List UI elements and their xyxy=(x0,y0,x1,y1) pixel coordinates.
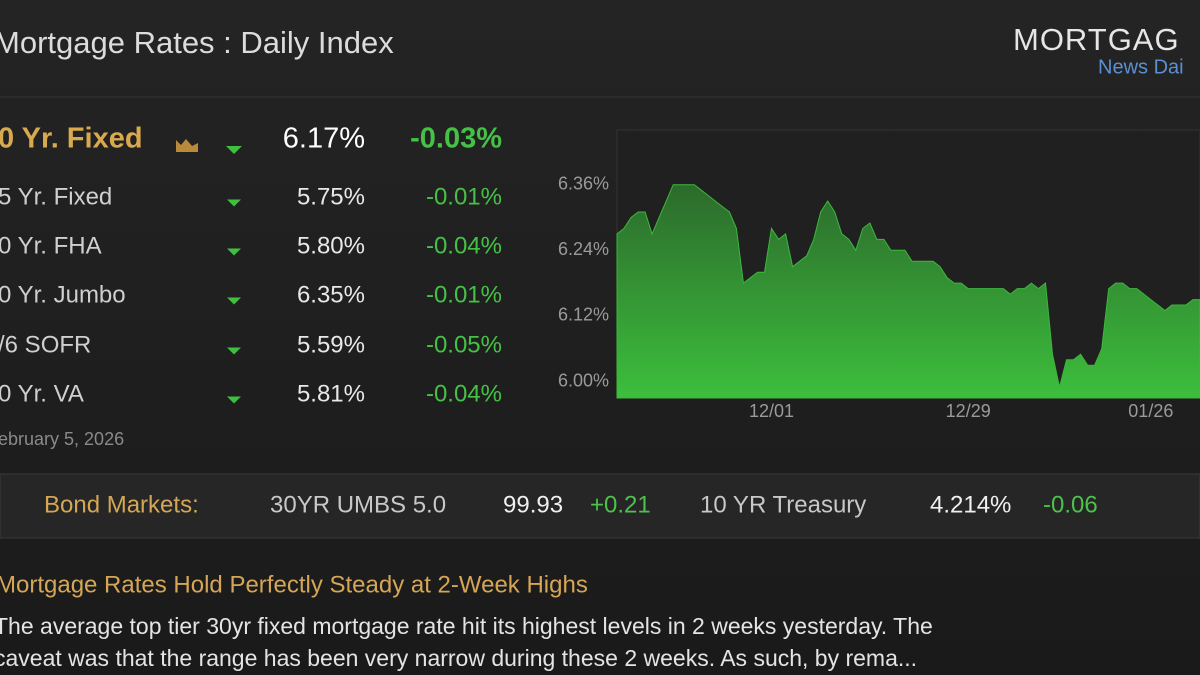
date: ebruary 5, 2026 xyxy=(0,429,124,449)
rate-change: -0.01% xyxy=(426,281,502,308)
logo-sub: News Dai xyxy=(1098,56,1184,78)
rate-value: 5.81% xyxy=(297,380,365,407)
bond-change: +0.21 xyxy=(590,491,651,518)
rate-value: 5.75% xyxy=(297,183,365,210)
rate-change: -0.04% xyxy=(426,232,502,259)
down-arrow xyxy=(227,199,241,207)
down-arrow xyxy=(227,396,241,404)
down-arrow xyxy=(227,248,241,256)
rate-change: -0.05% xyxy=(426,331,502,358)
article-headline[interactable]: Mortgage Rates Hold Perfectly Steady at … xyxy=(0,571,588,598)
x-tick-label: 01/26 xyxy=(1128,401,1173,421)
x-tick-label: 12/29 xyxy=(946,401,991,421)
rate-name: 0 Yr. Jumbo xyxy=(0,281,126,308)
rate-name: 0 Yr. VA xyxy=(0,380,84,407)
down-arrow xyxy=(227,297,241,305)
bond-name: 30YR UMBS 5.0 xyxy=(270,491,446,518)
chart-icon xyxy=(176,139,198,152)
bond-bar xyxy=(0,473,1200,539)
y-tick-label: 6.12% xyxy=(558,305,609,325)
down-arrow xyxy=(227,347,241,355)
bond-value: 99.93 xyxy=(503,491,563,518)
rate-value: 5.59% xyxy=(297,331,365,358)
rate-change: -0.04% xyxy=(426,380,502,407)
rate-value: 6.17% xyxy=(283,123,365,155)
bond-value: 4.214% xyxy=(930,491,1011,518)
rate-value: 6.35% xyxy=(297,281,365,308)
bond-label: Bond Markets: xyxy=(44,491,199,518)
y-tick-label: 6.36% xyxy=(558,173,609,193)
bond-change: -0.06 xyxy=(1043,491,1098,518)
down-arrow xyxy=(226,146,242,154)
article-body: caveat was that the range has been very … xyxy=(0,645,917,671)
rate-change: -0.03% xyxy=(410,123,502,155)
y-tick-label: 6.00% xyxy=(558,370,609,390)
title: Mortgage Rates : Daily Index xyxy=(0,25,394,60)
rate-name: 0 Yr. FHA xyxy=(0,232,102,259)
rate-value: 5.80% xyxy=(297,232,365,259)
logo-brand: MORTGAG xyxy=(1013,22,1180,57)
article-body: The average top tier 30yr fixed mortgage… xyxy=(0,613,933,639)
rate-name: 0 Yr. Fixed xyxy=(0,123,143,155)
bond-name: 10 YR Treasury xyxy=(700,491,866,518)
rate-name: /6 SOFR xyxy=(0,331,91,358)
rate-area xyxy=(616,184,1200,399)
y-tick-label: 6.24% xyxy=(558,239,609,259)
rate-name: 5 Yr. Fixed xyxy=(0,183,112,210)
rate-change: -0.01% xyxy=(426,183,502,210)
x-tick-label: 12/01 xyxy=(749,401,794,421)
